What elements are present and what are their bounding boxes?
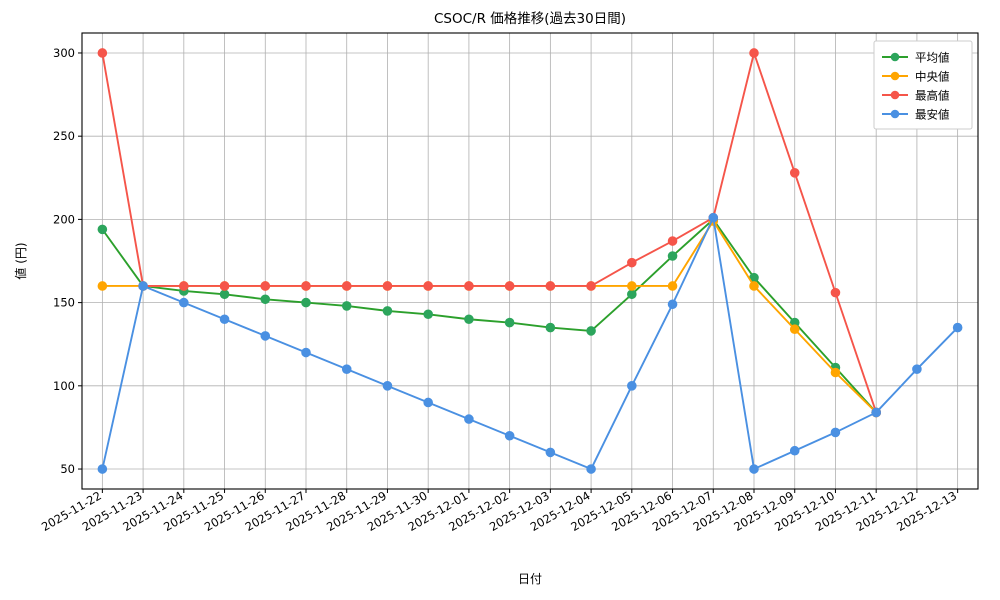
- data-point: [97, 48, 108, 58]
- data-point: [545, 447, 556, 458]
- data-point: [423, 309, 433, 320]
- data-point: [423, 397, 433, 408]
- data-point: [545, 322, 556, 333]
- series-line: [101, 218, 878, 414]
- data-point: [260, 331, 271, 341]
- y-tick-label: 200: [53, 212, 75, 226]
- series-line: [101, 216, 959, 470]
- data-point: [667, 236, 678, 246]
- chart-title: CSOC/R 価格推移(過去30日間): [434, 11, 626, 27]
- data-point: [464, 281, 474, 291]
- data-point: [749, 48, 759, 58]
- data-point: [952, 322, 963, 333]
- data-point: [341, 364, 352, 374]
- data-point: [260, 294, 271, 305]
- data-point: [789, 445, 800, 456]
- data-point: [219, 314, 230, 325]
- y-tick-label: 250: [53, 129, 75, 143]
- data-point: [789, 324, 800, 335]
- data-point: [912, 364, 922, 374]
- series-4: [97, 212, 963, 474]
- data-point: [219, 289, 230, 300]
- series-2: [97, 216, 881, 418]
- data-point: [627, 281, 637, 291]
- data-point: [627, 257, 637, 268]
- data-point: [667, 299, 678, 310]
- data-point: [138, 281, 148, 291]
- legend-marker-2: [890, 71, 900, 81]
- data-point: [341, 281, 352, 291]
- data-point: [504, 430, 515, 441]
- series-3: [97, 48, 881, 418]
- legend-label-3: 最高値: [915, 89, 950, 103]
- data-point: [789, 168, 800, 178]
- data-point: [830, 427, 841, 438]
- data-point: [504, 281, 515, 291]
- data-point: [219, 281, 230, 291]
- data-point: [667, 251, 678, 261]
- data-point: [830, 367, 841, 378]
- data-point: [545, 281, 556, 291]
- data-point: [301, 347, 311, 358]
- data-point: [341, 301, 352, 311]
- y-axis-label: 値 (円): [13, 242, 28, 279]
- y-tick-label: 150: [53, 296, 75, 310]
- data-point: [504, 317, 515, 328]
- data-point: [97, 281, 108, 291]
- data-point: [301, 297, 311, 308]
- data-point: [97, 224, 108, 235]
- data-point: [586, 326, 596, 336]
- data-point: [464, 414, 474, 424]
- data-point: [382, 381, 393, 391]
- data-point: [382, 281, 393, 291]
- data-point: [627, 381, 637, 391]
- legend-box: [873, 40, 973, 130]
- data-point: [260, 281, 271, 291]
- data-point: [179, 281, 189, 291]
- data-point: [586, 281, 596, 291]
- legend-label-2: 中央値: [915, 70, 950, 84]
- data-point: [749, 281, 759, 291]
- legend-label-1: 平均値: [915, 51, 950, 65]
- data-point: [423, 281, 433, 291]
- y-tick-label: 100: [53, 379, 75, 393]
- data-point: [382, 306, 393, 316]
- plot-frame: [81, 32, 979, 490]
- data-point: [586, 464, 596, 474]
- data-point: [749, 464, 759, 474]
- data-point: [871, 407, 881, 418]
- data-point: [97, 464, 108, 474]
- series-line: [101, 52, 878, 414]
- data-point: [627, 289, 637, 300]
- y-tick-label: 50: [60, 462, 75, 476]
- legend-marker-3: [890, 90, 900, 100]
- x-axis-label: 日付: [518, 572, 542, 586]
- data-point: [179, 297, 189, 308]
- data-point: [464, 314, 474, 325]
- y-tick-label: 300: [53, 46, 75, 60]
- data-point: [667, 281, 678, 291]
- data-point: [830, 287, 841, 298]
- legend-label-4: 最安値: [915, 108, 950, 122]
- data-point: [301, 281, 311, 291]
- legend-marker-4: [890, 109, 900, 119]
- legend-marker-1: [890, 52, 900, 62]
- data-point: [708, 212, 719, 223]
